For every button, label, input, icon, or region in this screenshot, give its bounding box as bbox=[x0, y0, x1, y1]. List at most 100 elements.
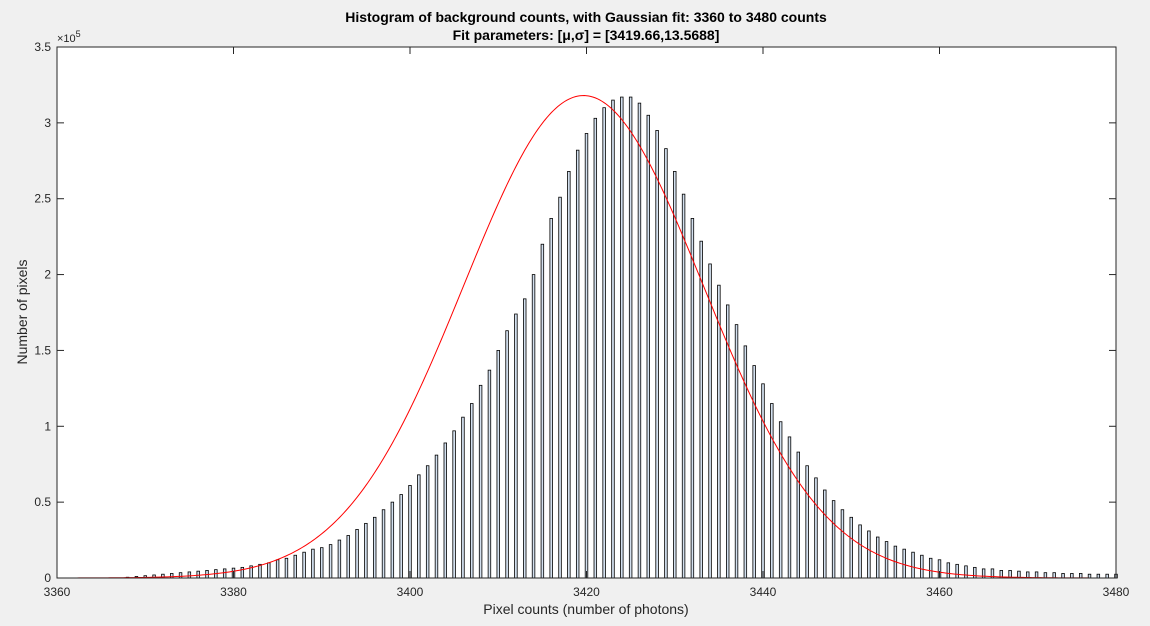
histogram-bar bbox=[222, 568, 227, 579]
histogram-bar bbox=[496, 350, 500, 579]
histogram-bar bbox=[178, 572, 183, 579]
histogram-bar bbox=[1061, 573, 1065, 579]
histogram-bar bbox=[876, 536, 880, 579]
y-tick-label: 3 bbox=[44, 116, 51, 130]
y-axis-label: Number of pixels bbox=[14, 259, 30, 364]
histogram-bar bbox=[523, 298, 527, 579]
histogram-bar bbox=[302, 551, 306, 579]
histogram-bar bbox=[1105, 573, 1109, 579]
histogram-bar bbox=[187, 571, 192, 579]
histogram-bar bbox=[320, 547, 324, 579]
histogram-bar bbox=[964, 565, 968, 579]
histogram-bar bbox=[452, 430, 456, 579]
histogram-bar bbox=[955, 563, 959, 579]
histogram-bar bbox=[531, 274, 536, 579]
histogram-bar bbox=[743, 345, 748, 579]
histogram-bar bbox=[911, 551, 915, 579]
histogram-bar bbox=[381, 509, 386, 579]
y-tick-label: 2.5 bbox=[34, 192, 51, 206]
histogram-bar bbox=[417, 474, 421, 579]
histogram-bar bbox=[787, 436, 792, 579]
histogram-bar bbox=[761, 383, 765, 579]
histogram-bar bbox=[549, 218, 553, 579]
y-exponent-label: ×105 bbox=[57, 29, 81, 45]
histogram-bar bbox=[372, 516, 377, 579]
histogram-bar bbox=[920, 554, 924, 579]
histogram-bar bbox=[699, 240, 703, 579]
y-tick-label: 1 bbox=[44, 419, 51, 433]
y-tick-label: 1.5 bbox=[34, 343, 51, 357]
y-tick-label: 2 bbox=[44, 268, 51, 282]
y-axis: 0 0.5 1 1.5 2 2.5 3 3.5 bbox=[34, 40, 1116, 585]
histogram-bar bbox=[805, 465, 809, 579]
y-tick-label: 3.5 bbox=[34, 40, 51, 54]
histogram-bar bbox=[346, 535, 350, 579]
histogram-bar bbox=[487, 369, 492, 579]
histogram-bar bbox=[717, 284, 721, 579]
histogram-bar bbox=[293, 554, 297, 579]
x-tick-label: 3440 bbox=[750, 585, 777, 599]
histogram-bar bbox=[434, 454, 439, 579]
histogram-bar bbox=[170, 573, 174, 579]
chart-title: Histogram of background counts, with Gau… bbox=[345, 9, 827, 25]
histogram-bar bbox=[778, 421, 783, 579]
histogram-bar bbox=[478, 384, 483, 579]
histogram-bar bbox=[831, 500, 836, 579]
histogram-bar bbox=[620, 96, 624, 579]
histogram-bar bbox=[708, 263, 712, 579]
histogram-bar bbox=[1079, 573, 1083, 579]
histogram-bar bbox=[408, 485, 412, 579]
histogram-bar bbox=[311, 548, 315, 579]
histogram-bar bbox=[584, 133, 589, 579]
histogram-bar bbox=[858, 524, 862, 579]
histogram-bar bbox=[849, 516, 853, 579]
histogram-bar bbox=[1034, 571, 1039, 579]
histogram-bar bbox=[390, 501, 395, 579]
histogram-bar bbox=[399, 494, 403, 579]
histogram-bar bbox=[328, 544, 333, 579]
histogram-bar bbox=[425, 465, 430, 579]
histogram-bar bbox=[355, 529, 359, 579]
x-tick-label: 3400 bbox=[397, 585, 424, 599]
y-exponent-power: 5 bbox=[76, 29, 81, 39]
histogram-bar bbox=[646, 114, 650, 579]
histogram-bar bbox=[681, 193, 686, 579]
histogram-bar bbox=[946, 562, 951, 579]
histogram-bar bbox=[840, 509, 845, 579]
histogram-bar bbox=[258, 563, 262, 579]
histogram-bar bbox=[558, 196, 562, 579]
histogram-bar bbox=[770, 403, 774, 579]
x-axis-label: Pixel counts (number of photons) bbox=[483, 601, 688, 617]
histogram-bar bbox=[752, 365, 756, 579]
x-tick-label: 3480 bbox=[1103, 585, 1130, 599]
histogram-bar bbox=[796, 451, 800, 579]
histogram-bar bbox=[461, 416, 465, 579]
histogram-bar bbox=[567, 171, 571, 579]
chart-subtitle: Fit parameters: [μ,σ] = [3419.66,13.5688… bbox=[453, 27, 720, 43]
histogram-bar bbox=[902, 548, 906, 579]
histogram-bar bbox=[1043, 572, 1048, 579]
histogram-bar bbox=[443, 442, 447, 579]
histogram-bar bbox=[540, 243, 545, 579]
histogram-bar bbox=[1070, 573, 1074, 579]
y-tick-label: 0.5 bbox=[34, 495, 51, 509]
histogram-bar bbox=[602, 107, 606, 579]
histogram-bar bbox=[470, 403, 474, 579]
histogram-bar bbox=[1052, 572, 1056, 579]
x-tick-label: 3460 bbox=[926, 585, 953, 599]
histogram-bar bbox=[505, 330, 509, 579]
x-tick-label: 3360 bbox=[44, 585, 71, 599]
histogram-bar bbox=[337, 539, 342, 579]
x-axis: 3360 3380 3400 3420 3440 3460 3480 bbox=[44, 47, 1130, 599]
histogram-bar bbox=[673, 171, 677, 579]
histogram-bar bbox=[655, 130, 659, 579]
x-tick-label: 3420 bbox=[573, 585, 600, 599]
histogram-bar bbox=[814, 477, 818, 579]
histogram-bar bbox=[664, 148, 668, 579]
histogram-bar bbox=[267, 562, 271, 579]
histogram-bar bbox=[364, 522, 368, 579]
histogram-bar bbox=[973, 566, 977, 579]
histogram-bar bbox=[196, 570, 200, 579]
histogram-bar bbox=[275, 559, 280, 579]
